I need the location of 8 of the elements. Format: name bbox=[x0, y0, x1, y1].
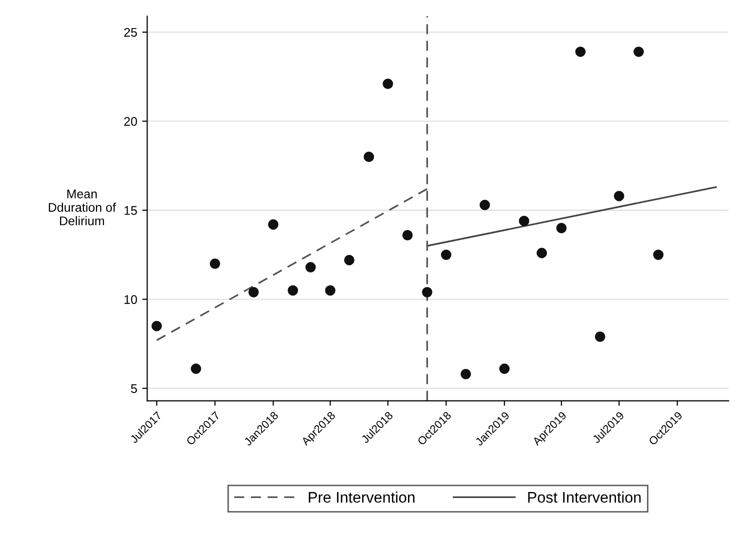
y-axis-title: Mean Dduration of Delirium bbox=[48, 190, 116, 226]
y-tick-label: 25 bbox=[124, 28, 137, 37]
y-tick-label: 10 bbox=[124, 295, 137, 304]
legend-label: Post Intervention bbox=[528, 491, 641, 503]
y-tick-label: 15 bbox=[124, 206, 137, 215]
legend-label: Pre Intervention bbox=[308, 491, 414, 503]
y-tick-label: 20 bbox=[124, 117, 137, 126]
y-tick-label: 5 bbox=[131, 384, 137, 393]
